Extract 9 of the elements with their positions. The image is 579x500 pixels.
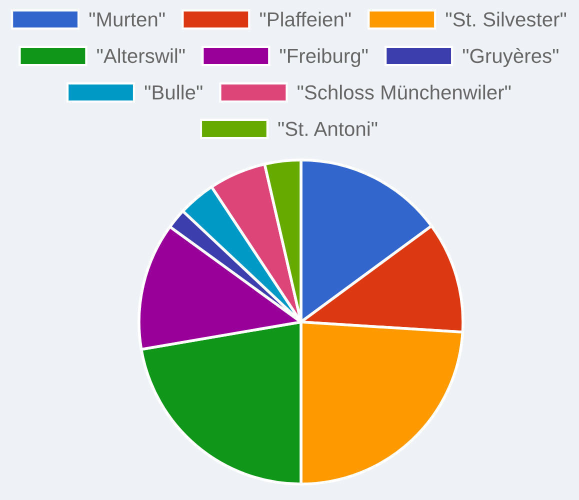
legend-label: "Alterswil" [97, 48, 185, 64]
legend-label: "Bulle" [144, 84, 202, 100]
legend-label: "St. Antoni" [278, 121, 378, 136]
legend-label: "St. Silvester" [446, 12, 566, 27]
legend-label: "Freiburg" [280, 48, 368, 68]
legend-label: "Murten" [89, 12, 165, 27]
legend-label: "Gruyères" [462, 48, 558, 68]
legend-label: "Plaffeien" [260, 12, 351, 27]
legend-label: "Schloss Münchenwiler" [298, 84, 511, 100]
